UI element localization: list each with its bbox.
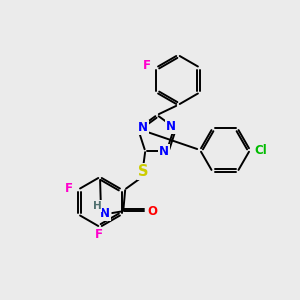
Text: S: S (138, 164, 148, 179)
Text: Cl: Cl (255, 143, 267, 157)
Text: F: F (143, 59, 151, 72)
Text: N: N (159, 145, 169, 158)
Text: F: F (95, 229, 103, 242)
Text: O: O (147, 205, 157, 218)
Text: N: N (166, 120, 176, 133)
Text: H: H (93, 201, 102, 211)
Text: N: N (138, 121, 148, 134)
Text: F: F (65, 182, 73, 195)
Text: N: N (100, 207, 110, 220)
